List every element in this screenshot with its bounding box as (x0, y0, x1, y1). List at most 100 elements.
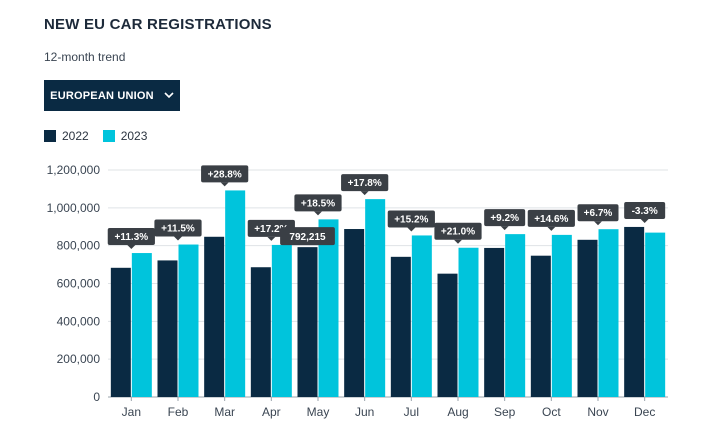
bar-2022-jul[interactable] (390, 256, 411, 397)
chart-title: NEW EU CAR REGISTRATIONS (44, 16, 272, 33)
x-tick-label: Jan (122, 405, 141, 419)
bar-2023-may[interactable] (318, 219, 339, 397)
bar-2023-nov[interactable] (598, 229, 619, 397)
bar-2023-aug[interactable] (458, 247, 479, 397)
change-label-feb: +11.5% (154, 219, 202, 241)
change-label-bg (527, 209, 575, 227)
legend-swatch-2022 (44, 130, 56, 142)
bar-2022-aug[interactable] (437, 273, 458, 397)
change-label-text: +9.2% (490, 213, 519, 224)
change-labels: +11.3% +11.5% +28.8% +17.2% +18.5% +17.8% +15.… (107, 165, 666, 250)
change-label-aug: +21.0% (434, 222, 482, 244)
bar-2022-may[interactable] (297, 247, 318, 397)
change-label-text: +14.6% (534, 214, 568, 225)
legend-label-2023: 2023 (120, 129, 148, 143)
change-label-text: +11.3% (115, 232, 149, 243)
change-label-text: +17.8% (348, 178, 382, 189)
change-label-oct: +14.6% (527, 209, 575, 231)
change-label-bg (107, 228, 155, 246)
y-tick-label: 200,000 (57, 352, 101, 366)
change-label-bg (341, 174, 389, 192)
region-dropdown[interactable]: EUROPEAN UNION (44, 80, 180, 111)
region-dropdown-label: EUROPEAN UNION (50, 89, 154, 102)
x-tick-label: Dec (634, 405, 655, 419)
y-tick-label: 800,000 (57, 239, 101, 253)
y-tick-label: 400,000 (57, 314, 101, 328)
change-label-text: +18.5% (301, 198, 335, 209)
legend-label-2022: 2022 (62, 129, 89, 143)
bar-2023-jan[interactable] (131, 253, 152, 397)
x-tick-label: Mar (214, 405, 235, 419)
change-label-pointer (547, 226, 556, 231)
bar-2022-feb[interactable] (157, 260, 178, 397)
change-label-pointer (407, 227, 416, 232)
change-label-text: +6.7% (584, 208, 613, 219)
change-label-bg (294, 194, 342, 212)
change-label-pointer (594, 221, 602, 226)
x-tick-label: Jun (355, 405, 374, 419)
bar-2022-dec[interactable] (624, 226, 645, 397)
bar-2023-apr[interactable] (271, 244, 292, 397)
legend: 2022 2023 (44, 129, 161, 143)
bar-2022-oct[interactable] (530, 255, 551, 397)
change-label-pointer (127, 245, 136, 250)
x-tick-label: Oct (542, 405, 561, 419)
bar-2023-jul[interactable] (411, 235, 432, 397)
legend-item-2022[interactable]: 2022 (44, 129, 89, 143)
y-axis-ticks: 0 200,000 400,000 600,000 800,000 1,000,000 1,… (47, 163, 101, 404)
change-label-bg (387, 210, 435, 228)
bar-2022-sep[interactable] (484, 247, 505, 397)
bar-tooltip: 792,215 (280, 227, 335, 246)
change-label-text: -3.3% (632, 206, 658, 217)
change-label-pointer (360, 191, 369, 196)
change-label-pointer (267, 236, 276, 241)
change-label-pointer (500, 226, 509, 231)
change-label-text: +17.2% (254, 224, 288, 235)
x-tick-label: Aug (447, 405, 468, 419)
y-tick-label: 600,000 (57, 277, 101, 291)
x-tick-label: Jul (404, 405, 419, 419)
change-label-text: +28.8% (208, 169, 242, 180)
change-label-jul: +15.2% (387, 210, 435, 232)
change-label-nov: +6.7% (577, 204, 619, 226)
change-label-mar: +28.8% (201, 165, 249, 187)
bar-2022-nov[interactable] (577, 239, 598, 397)
bar-2023-mar[interactable] (225, 190, 246, 397)
bar-2022-jan[interactable] (110, 267, 131, 397)
x-tick-label: Sep (494, 405, 516, 419)
change-label-pointer (640, 218, 649, 223)
bar-2023-sep[interactable] (505, 234, 526, 397)
bar-2023-dec[interactable] (645, 232, 666, 397)
tooltip-text: 792,215 (289, 232, 326, 243)
change-label-pointer (314, 211, 322, 216)
bar-2023-feb[interactable] (178, 244, 199, 397)
bars (110, 190, 666, 397)
bar-2022-apr[interactable] (250, 267, 271, 397)
change-label-sep: +9.2% (484, 209, 526, 231)
x-tick-label: Apr (262, 405, 281, 419)
x-tick-label: Feb (168, 405, 189, 419)
y-tick-label: 0 (93, 390, 100, 404)
bar-2022-mar[interactable] (204, 236, 225, 397)
change-label-jun: +17.8% (341, 174, 389, 196)
change-label-text: +11.5% (161, 224, 195, 235)
y-tick-label: 1,000,000 (47, 201, 101, 215)
change-label-pointer (454, 239, 462, 244)
change-label-bg (434, 222, 482, 240)
change-label-jan: +11.3% (107, 228, 155, 250)
change-label-pointer (174, 236, 182, 241)
change-label-text: +21.0% (441, 227, 475, 238)
change-label-bg (201, 165, 249, 183)
change-label-bg (577, 204, 619, 222)
x-axis-ticks: Jan Feb Mar Apr May Jun Jul Aug Sep Oct Nov Dec (122, 397, 655, 419)
x-tick-label: Nov (587, 405, 608, 419)
bar-2022-jun[interactable] (344, 229, 365, 397)
change-label-text: +15.2% (394, 214, 428, 225)
legend-item-2023[interactable]: 2023 (102, 129, 148, 143)
bar-2023-oct[interactable] (551, 234, 572, 397)
chart-subtitle: 12-month trend (44, 50, 126, 64)
tooltip-bg (280, 227, 335, 246)
bar-2023-jun[interactable] (365, 199, 386, 397)
change-label-pointer (220, 182, 229, 187)
chevron-down-icon (164, 92, 174, 99)
